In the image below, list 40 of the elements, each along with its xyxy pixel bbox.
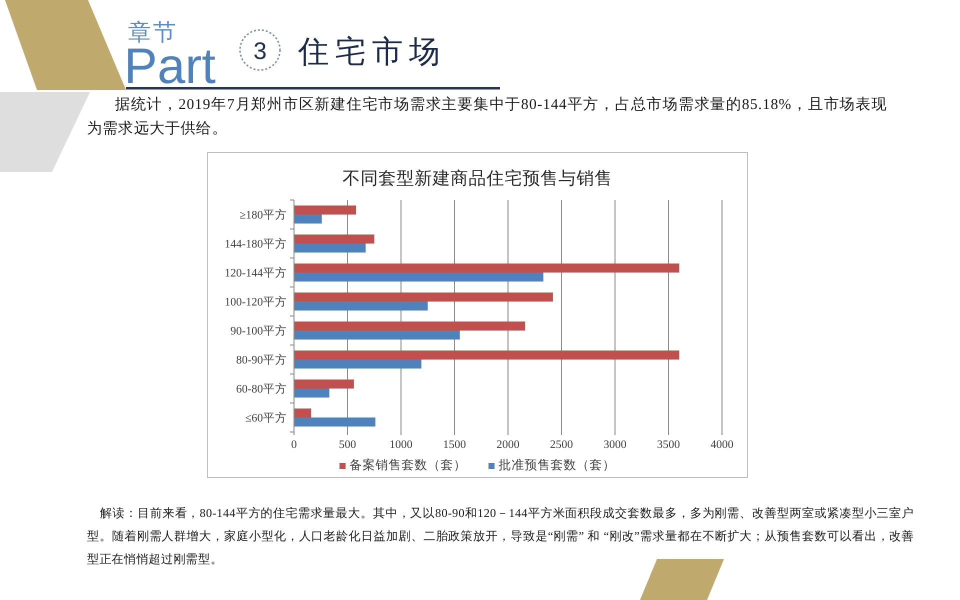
bar — [294, 206, 356, 214]
y-tick-label: 100-120平方 — [224, 294, 287, 308]
bar — [294, 214, 322, 224]
legend-label: 批准预售套数（套） — [498, 458, 616, 472]
text: 解读：目前来看，80-144平方的住宅需求量最大。其中，又以80-90和120－144平方米面积段成交套数最多，多为刚需、改善型两室或紧凑型小三室户型。随着刚需人群增大，家庭小型化，人口老龄化日益加剧、二胎政策放开，导致是“刚需” 和 “刚改”需求量都在不断扩大；从预售套数可以看出，改善型正在悄悄超过刚需型。 — [87, 505, 914, 568]
y-tick-label: 80-90平方 — [236, 352, 287, 366]
chart-title: 不同套型新建商品住宅预售与销售 — [342, 168, 612, 188]
x-tick-label: 2500 — [550, 439, 574, 451]
y-tick-label: 90-100平方 — [230, 324, 287, 338]
x-tick-label: 2000 — [496, 439, 520, 451]
bar — [294, 244, 366, 252]
y-tick-label: ≥180平方 — [239, 208, 287, 222]
x-tick-label: 4000 — [710, 439, 734, 451]
x-tick-label: 3500 — [657, 439, 680, 451]
x-tick-label: 500 — [338, 439, 356, 451]
text: 据统计，2019年7月郑州市区新建住宅市场需求主要集中于80-144平方，占总市场需求量的85.18%，且市场表现为需求远大于供给。 — [87, 95, 887, 139]
bar — [294, 322, 526, 330]
bar — [294, 360, 422, 368]
bar — [294, 350, 680, 360]
y-tick-label: 60-80平方 — [236, 382, 287, 396]
bar — [294, 264, 680, 272]
legend-label: 备案销售套数（套） — [350, 457, 466, 472]
x-tick-label: 3000 — [604, 439, 627, 451]
bar — [294, 302, 428, 310]
y-tick-label: ≤60平方 — [245, 410, 287, 424]
y-tick-label: 120-144平方 — [224, 266, 287, 280]
bar — [294, 408, 312, 418]
bar — [294, 380, 354, 388]
x-tick-label: 1500 — [443, 439, 466, 451]
x-tick-label: 1000 — [390, 439, 413, 451]
bar — [294, 330, 460, 340]
x-tick-label: 0 — [291, 439, 298, 451]
y-tick-label: 144-180平方 — [224, 236, 287, 250]
bar — [294, 418, 376, 426]
bar — [294, 292, 553, 302]
text: 住宅市场 — [297, 34, 446, 69]
bar — [294, 388, 330, 398]
text: 3 — [253, 38, 267, 65]
bar — [294, 272, 544, 282]
bar — [294, 234, 374, 244]
